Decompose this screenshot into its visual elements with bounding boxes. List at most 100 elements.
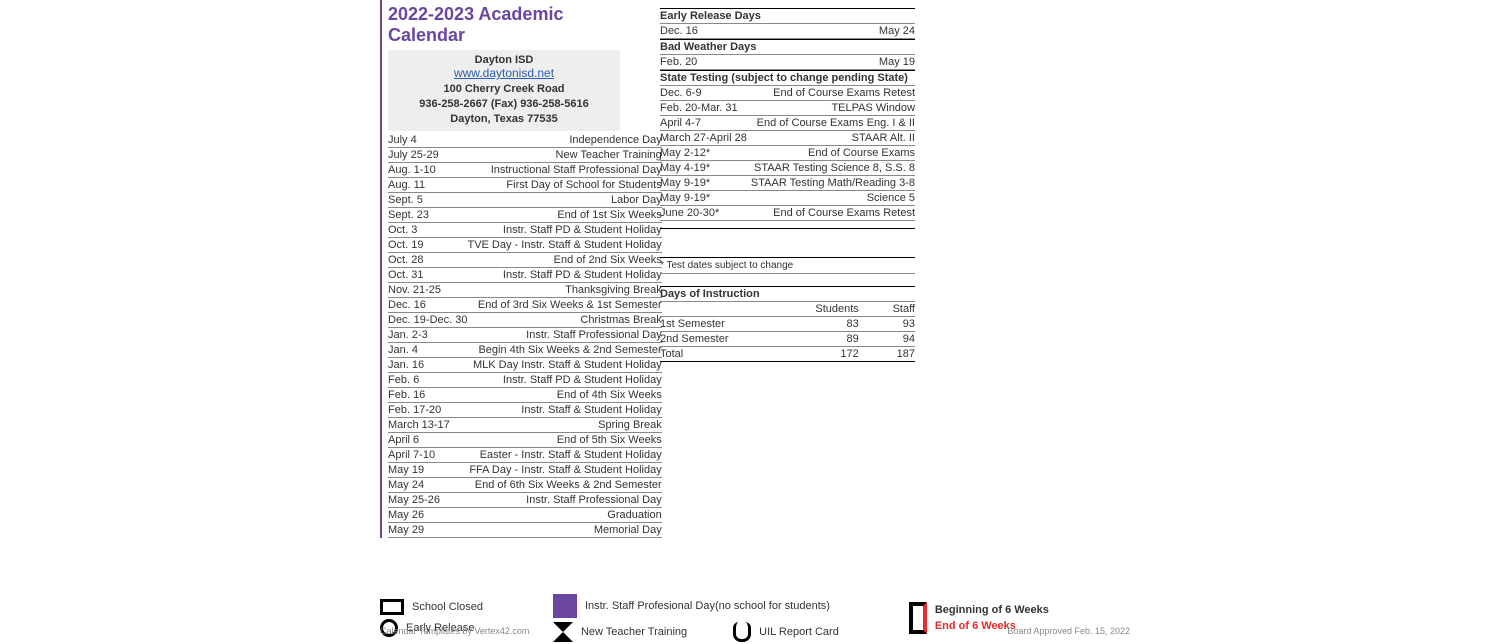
event-date: April 7-10	[388, 448, 467, 463]
event-desc: Instr. Staff & Student Holiday	[467, 403, 661, 418]
table-row: May 2-12*End of Course Exams	[660, 146, 915, 161]
table-row: Feb. 20May 19	[660, 55, 915, 70]
row-desc: STAAR Testing Math/Reading 3-8	[747, 176, 915, 191]
table-row: May 29Memorial Day	[388, 523, 662, 538]
event-desc: Labor Day	[467, 193, 661, 208]
table-row: July 4Independence Day	[388, 133, 662, 148]
table-row: May 19FFA Day - Instr. Staff & Student H…	[388, 463, 662, 478]
right-column: Early Release DaysDec. 16May 24Bad Weath…	[660, 8, 915, 538]
event-desc: Begin 4th Six Weeks & 2nd Semester	[467, 343, 661, 358]
divider	[660, 221, 915, 229]
event-date: May 24	[388, 478, 467, 493]
event-date: May 29	[388, 523, 467, 538]
event-date: Sept. 5	[388, 193, 467, 208]
event-date: Oct. 31	[388, 268, 467, 283]
district-phone: 936-258-2667 (Fax) 936-258-5616	[388, 98, 620, 110]
event-date: July 25-29	[388, 148, 467, 163]
row-desc: STAAR Alt. II	[747, 131, 915, 146]
row-date: April 4-7	[660, 116, 747, 131]
left-column: 2022-2023 Academic Calendar Dayton ISD w…	[380, 0, 620, 538]
event-desc: Instr. Staff PD & Student Holiday	[467, 268, 661, 283]
district-name: Dayton ISD	[388, 54, 620, 66]
table-row: April 7-10Easter - Instr. Staff & Studen…	[388, 448, 662, 463]
table-row: Feb. 20-Mar. 31TELPAS Window	[660, 101, 915, 116]
section-head: State Testing (subject to change pending…	[660, 70, 915, 86]
table-row: March 13-17Spring Break	[388, 418, 662, 433]
doi-staff: 94	[859, 332, 915, 347]
footer-left: Calendar Templates by Vertex42.com	[380, 626, 529, 636]
table-row: Nov. 21-25Thanksgiving Break	[388, 283, 662, 298]
calendar-page: 2022-2023 Academic Calendar Dayton ISD w…	[380, 0, 1130, 538]
table-row: June 20-30*End of Course Exams Retest	[660, 206, 915, 221]
table-row: Dec. 19-Dec. 30Christmas Break	[388, 313, 662, 328]
event-desc: Thanksgiving Break	[467, 283, 661, 298]
row-date: May 9-19*	[660, 176, 747, 191]
event-date: Feb. 6	[388, 373, 467, 388]
doi-staff: 187	[859, 347, 915, 362]
legend-school-closed: School Closed	[412, 601, 483, 613]
table-row: March 27-April 28STAAR Alt. II	[660, 131, 915, 146]
doi-col-blank	[660, 302, 750, 317]
doi-table: Students Staff 1st Semester83932nd Semes…	[660, 301, 915, 362]
table-row: Feb. 17-20Instr. Staff & Student Holiday	[388, 403, 662, 418]
event-date: April 6	[388, 433, 467, 448]
events-table: July 4Independence DayJuly 25-29New Teac…	[388, 133, 662, 538]
event-desc: Independence Day	[467, 133, 661, 148]
event-date: July 4	[388, 133, 467, 148]
event-date: Feb. 16	[388, 388, 467, 403]
event-desc: FFA Day - Instr. Staff & Student Holiday	[467, 463, 661, 478]
event-date: Aug. 11	[388, 178, 467, 193]
event-desc: Easter - Instr. Staff & Student Holiday	[467, 448, 661, 463]
event-desc: First Day of School for Students	[467, 178, 661, 193]
legend-pd: Instr. Staff Profesional Day(no school f…	[585, 600, 830, 612]
event-date: Oct. 3	[388, 223, 467, 238]
section-table: Dec. 6-9End of Course Exams RetestFeb. 2…	[660, 86, 915, 221]
section-head: Early Release Days	[660, 8, 915, 24]
section-table: Dec. 16May 24	[660, 24, 915, 39]
event-desc: Graduation	[467, 508, 661, 523]
doi-students: 83	[750, 317, 859, 332]
table-row: July 25-29New Teacher Training	[388, 148, 662, 163]
event-date: May 19	[388, 463, 467, 478]
table-row: April 6End of 5th Six Weeks	[388, 433, 662, 448]
pd-day-icon	[553, 594, 577, 618]
table-row: Oct. 31Instr. Staff PD & Student Holiday	[388, 268, 662, 283]
event-date: Aug. 1-10	[388, 163, 467, 178]
doi-col-students: Students	[750, 302, 859, 317]
district-city: Dayton, Texas 77535	[388, 113, 620, 125]
table-row: Sept. 23End of 1st Six Weeks	[388, 208, 662, 223]
row-date: March 27-April 28	[660, 131, 747, 146]
table-row: May 9-19*Science 5	[660, 191, 915, 206]
row-date: Dec. 6-9	[660, 86, 747, 101]
doi-students: 172	[750, 347, 859, 362]
event-date: Jan. 16	[388, 358, 467, 373]
row-date: May 9-19*	[660, 191, 747, 206]
row-desc: STAAR Testing Science 8, S.S. 8	[747, 161, 915, 176]
event-desc: Spring Break	[467, 418, 661, 433]
row-desc: End of Course Exams Retest	[747, 86, 915, 101]
doi-staff: 93	[859, 317, 915, 332]
table-row: Dec. 16End of 3rd Six Weeks & 1st Semest…	[388, 298, 662, 313]
table-row: Aug. 1-10Instructional Staff Professiona…	[388, 163, 662, 178]
footer: Calendar Templates by Vertex42.com Board…	[380, 626, 1130, 636]
event-date: Oct. 28	[388, 253, 467, 268]
table-row: April 4-7End of Course Exams Eng. I & II	[660, 116, 915, 131]
district-address: 100 Cherry Creek Road	[388, 83, 620, 95]
table-row: Aug. 11First Day of School for Students	[388, 178, 662, 193]
doi-label: Total	[660, 347, 750, 362]
section-head: Bad Weather Days	[660, 39, 915, 55]
school-closed-icon	[380, 599, 404, 615]
event-desc: End of 2nd Six Weeks	[467, 253, 661, 268]
event-desc: End of 1st Six Weeks	[467, 208, 661, 223]
district-header: Dayton ISD www.daytonisd.net 100 Cherry …	[388, 50, 620, 131]
district-website-link[interactable]: www.daytonisd.net	[454, 66, 554, 80]
doi-title: Days of Instruction	[660, 286, 915, 301]
event-date: May 25-26	[388, 493, 467, 508]
event-desc: End of 3rd Six Weeks & 1st Semester	[467, 298, 661, 313]
event-desc: Christmas Break	[467, 313, 661, 328]
row-date: May 2-12*	[660, 146, 747, 161]
table-row: Jan. 4Begin 4th Six Weeks & 2nd Semester	[388, 343, 662, 358]
table-row: Feb. 6Instr. Staff PD & Student Holiday	[388, 373, 662, 388]
row-desc: End of Course Exams Retest	[747, 206, 915, 221]
row-date: June 20-30*	[660, 206, 747, 221]
